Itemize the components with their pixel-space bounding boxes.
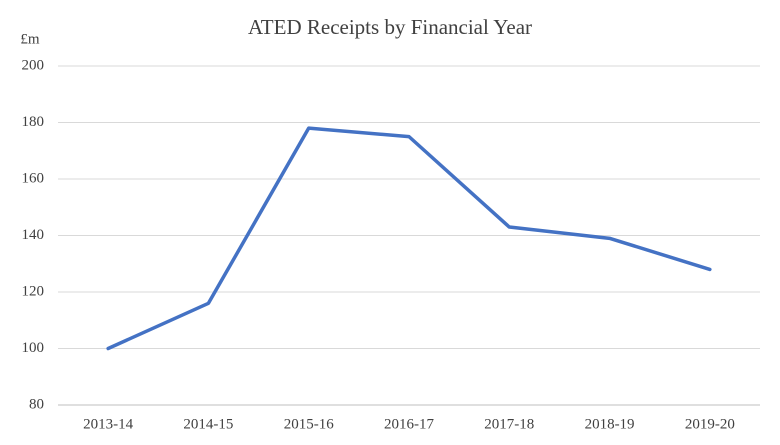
y-tick-label: 180	[22, 114, 45, 130]
data-line	[106, 126, 712, 351]
x-tick-label: 2015-16	[284, 416, 334, 432]
x-tick-label: 2019-20	[685, 416, 735, 432]
x-tick-label: 2016-17	[384, 416, 434, 432]
y-axis-label: £m	[20, 31, 40, 47]
x-tick-label: 2013-14	[83, 416, 133, 432]
x-tick-label: 2014-15	[183, 416, 233, 432]
y-tick-label: 100	[22, 340, 45, 356]
y-tick-label: 120	[22, 283, 45, 299]
x-tick-label: 2018-19	[585, 416, 635, 432]
y-tick-label: 160	[22, 170, 45, 186]
y-tick-label: 200	[22, 57, 45, 73]
y-tick-label: 80	[29, 396, 44, 412]
chart-title: ATED Receipts by Financial Year	[248, 15, 532, 39]
x-tick-label: 2017-18	[484, 416, 534, 432]
y-tick-label: 140	[22, 227, 45, 243]
